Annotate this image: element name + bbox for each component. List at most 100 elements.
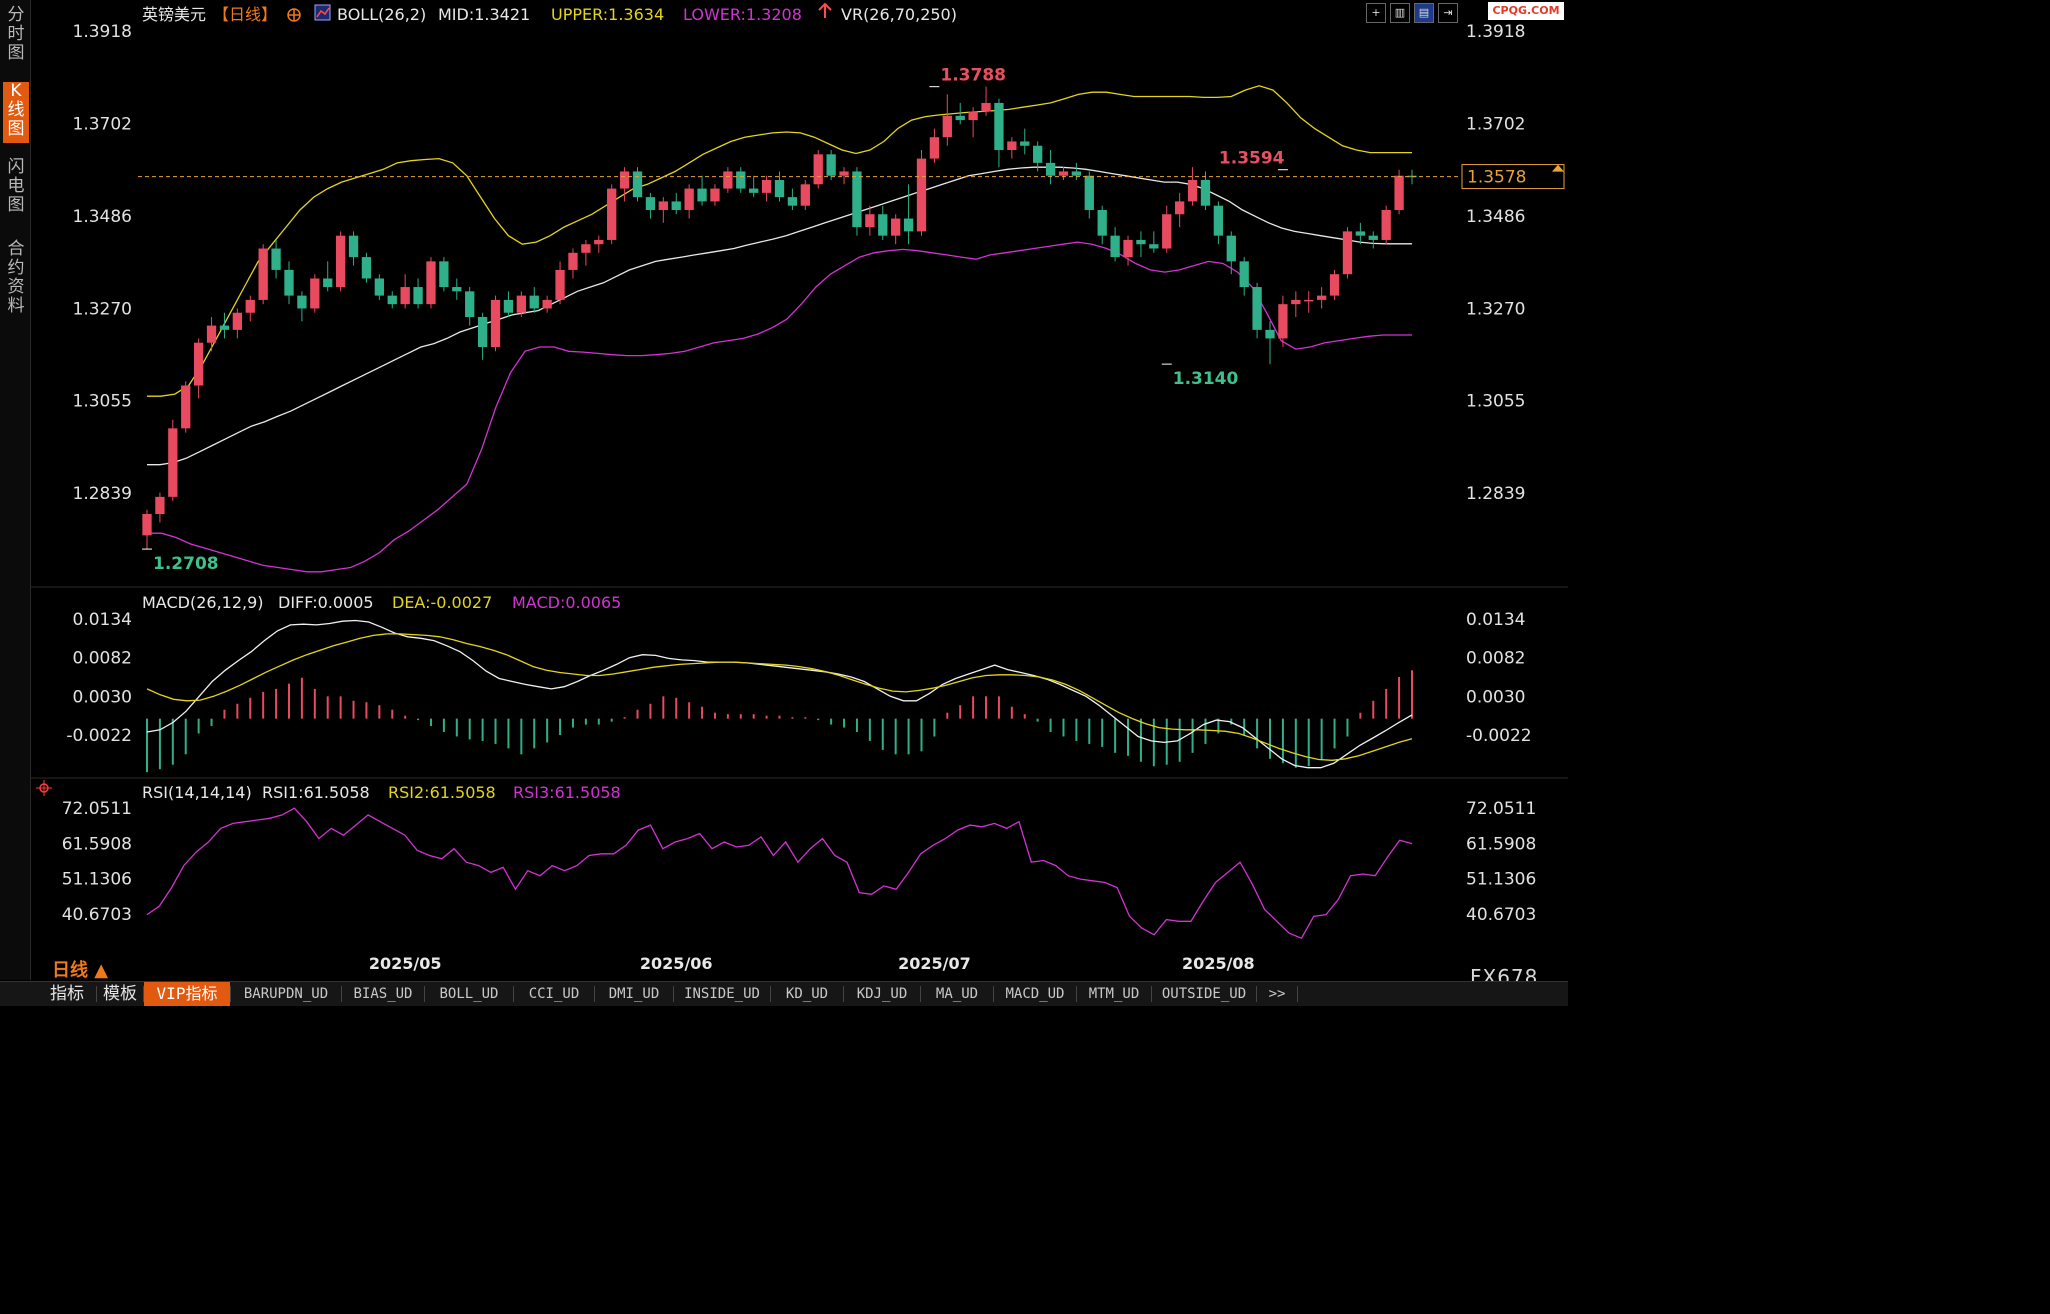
extreme-label: 1.3594 [1219,149,1285,169]
candlestick [529,287,539,313]
candlestick [645,192,656,219]
extreme-label: 1.2708 [153,554,219,574]
candlestick [736,167,746,193]
sidebar-item-contract[interactable]: 合约资料 [3,240,29,320]
tab-[interactable]: 指标 [50,984,84,1004]
candle-body [374,278,384,296]
sidebar-item-timeshare[interactable]: 分时图 [3,6,29,67]
candle-body [1265,329,1275,339]
tab-separator [770,986,771,1002]
candle-body [181,385,191,429]
price-axis-tick-right: 1.3270 [1466,299,1525,319]
candlestick [1033,141,1043,172]
sidebar-item-flash[interactable]: 闪电图 [3,158,29,219]
sidebar-item-label: 料 [7,296,25,316]
date-axis-tick: 2025/06 [640,954,713,973]
chart-type-icon[interactable]: ▤ [1414,3,1434,23]
candle-body [142,513,152,536]
candle-body [555,269,565,300]
price-axis-tick-left: 1.3270 [73,299,132,319]
tab-[interactable]: >> [1268,986,1286,1002]
candlestick [891,214,901,245]
candle-body [1123,239,1133,258]
sidebar-item-label: 资 [7,277,25,297]
candlestick [800,180,810,210]
period-selector[interactable]: 日线 ▲ [52,960,109,981]
candle-body [955,115,965,121]
candlestick [1316,287,1327,309]
macd-axis-tick-left: 0.0134 [73,610,132,630]
candlestick [1239,257,1249,296]
rsi-axis-tick-right: 40.6703 [1466,905,1536,925]
tab-barupdn-ud[interactable]: BARUPDN_UD [243,986,329,1002]
candlestick [516,291,526,318]
rsi-axis-tick-left: 72.0511 [62,799,132,819]
boll-mid-value: MID:1.3421 [438,5,530,24]
candlestick [477,312,488,360]
vr-indicator-icon[interactable] [818,2,832,18]
price-axis-tick-right: 1.3055 [1466,392,1525,412]
tab-[interactable]: 模板 [103,984,137,1004]
macd-axis-tick-right: 0.0082 [1466,649,1525,669]
candle-body [1381,209,1391,240]
price-axis-tick-left: 1.3918 [73,22,132,42]
price-axis-tick-right: 1.3702 [1466,114,1525,134]
candle-body [839,171,849,176]
candle-body [813,154,823,185]
candle-body [594,239,604,245]
candlestick [684,184,694,219]
extreme-label: 1.3788 [940,66,1006,86]
candle-body [645,197,656,210]
candle-body [219,325,230,330]
settings-icon[interactable]: ⇥ [1438,3,1458,23]
date-axis-tick: 2025/05 [369,954,442,973]
tab-separator [230,986,231,1002]
candlestick [761,175,772,202]
tab-kdj-ud[interactable]: KDJ_UD [856,986,908,1002]
tab-vip[interactable]: VIP指标 [144,982,230,1006]
candlestick [245,295,255,322]
tab-dmi-ud[interactable]: DMI_UD [608,986,660,1002]
candle-body [1342,231,1353,275]
extreme-label: 1.3140 [1173,369,1239,389]
candlestick [297,291,307,322]
boll-indicator-icon[interactable] [314,4,331,21]
candlestick [503,291,514,318]
rsi-settings-icon[interactable] [36,780,52,796]
price-marker-icon [1552,164,1564,172]
candle-body [245,299,255,313]
macd-dea-line [146,633,1413,761]
tab-macd-ud[interactable]: MACD_UD [1005,986,1065,1002]
candle-body [1329,274,1340,296]
tab-inside-ud[interactable]: INSIDE_UD [684,986,760,1002]
tab-ma-ud[interactable]: MA_UD [935,986,979,1002]
candle-body [723,171,733,189]
candle-body [516,295,526,313]
candlestick [1007,137,1017,159]
candlestick-view-icon[interactable]: ▥ [1390,3,1410,23]
tab-mtm-ud[interactable]: MTM_UD [1088,986,1140,1002]
tab-separator [96,986,97,1002]
candle-body [658,201,668,210]
tab-outside-ud[interactable]: OUTSIDE_UD [1161,986,1247,1002]
candlestick [1252,282,1262,339]
tab-cci-ud[interactable]: CCI_UD [528,986,580,1002]
site-logo: CPQG.COM [1488,2,1564,20]
tab-kd-ud[interactable]: KD_UD [785,986,829,1002]
candle-body [671,201,681,210]
candle-body [749,188,759,193]
candlestick [968,107,978,138]
sidebar-item-label: 图 [7,119,25,139]
candle-body [348,235,359,258]
rsi-axis-tick-right: 61.5908 [1466,834,1536,854]
candlestick [1071,162,1082,181]
add-icon[interactable] [287,8,301,22]
crosshair-icon[interactable]: + [1366,3,1386,23]
boll-upper-line [147,85,1412,397]
tab-boll-ud[interactable]: BOLL_UD [439,986,499,1002]
macd-label: MACD(26,12,9) [142,593,264,612]
tab-bias-ud[interactable]: BIAS_UD [353,986,413,1002]
